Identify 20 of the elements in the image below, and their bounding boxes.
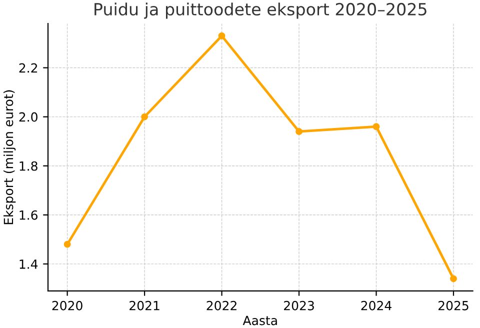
y-axis-title: Eksport (miljon eurot) [4,90,16,224]
point [218,32,226,40]
y-tick-label: 1.6 [20,210,38,220]
chart-title: Puidu ja puittoodete eksport 2020–2025 [94,2,426,19]
y-tick-label: 2.0 [19,112,38,122]
x-tick-label: 2022 [206,300,236,310]
y-tick-label: 1.4 [20,260,38,269]
x-tick-label: 2020 [52,300,82,310]
point [372,123,380,130]
point [296,128,302,135]
point [450,275,457,282]
point [64,240,71,248]
point [141,113,148,120]
y-tick-label: 1.8 [20,161,38,171]
x-tick-label: 2023 [284,300,314,310]
x-tick-label: 2025 [438,300,468,310]
x-axis-title: Aasta [242,316,277,326]
y-tick-label: 2.2 [19,63,38,73]
x-tick-label: 2021 [130,300,160,310]
x-tick-label: 2024 [361,300,392,310]
